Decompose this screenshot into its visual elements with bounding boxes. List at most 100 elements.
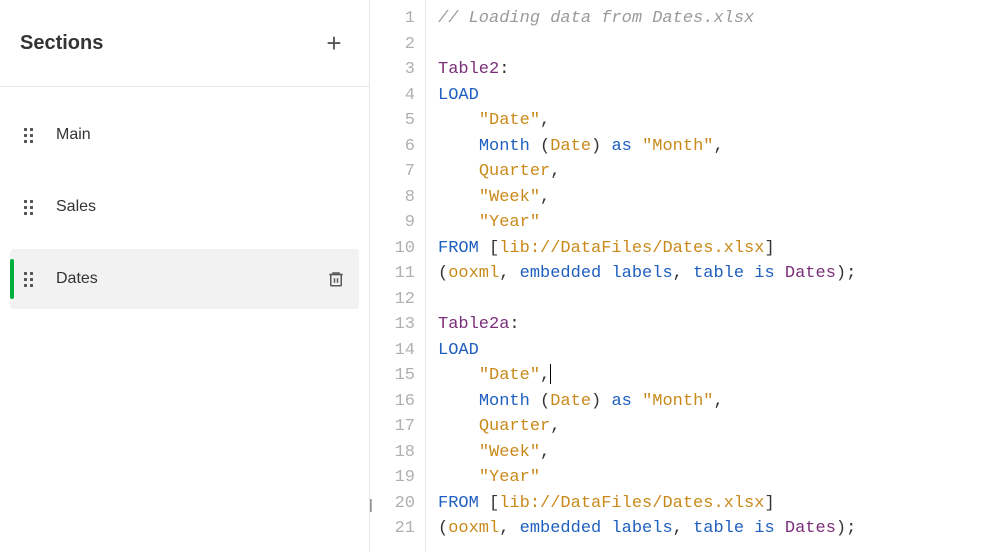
token-keyword: table is [693, 519, 775, 538]
code-line: Quarter, [438, 159, 987, 185]
code-line: "Year" [438, 210, 987, 236]
code-line: "Week", [438, 185, 987, 211]
drag-handle-icon[interactable] [24, 128, 38, 143]
token-string: "Date" [479, 366, 540, 385]
line-number: 1 [370, 6, 415, 32]
token-punct: , [550, 162, 560, 181]
token-plain [438, 137, 479, 156]
token-plain [438, 468, 479, 487]
token-punct: : [509, 315, 519, 334]
token-punct: : [499, 60, 509, 79]
token-plain [632, 137, 642, 156]
line-number: 4 [370, 83, 415, 109]
code-line [438, 287, 987, 313]
token-func: Month [479, 392, 530, 411]
token-plain [775, 264, 785, 283]
line-number: 8 [370, 185, 415, 211]
token-keyword: LOAD [438, 86, 479, 105]
line-number-gutter: 123456789101112131415161718192021 [370, 0, 426, 552]
token-string: "Month" [642, 392, 713, 411]
code-line: LOAD [438, 338, 987, 364]
token-ident: lib://DataFiles/Dates.xlsx [499, 494, 764, 513]
token-punct: , [673, 264, 693, 283]
token-punct: , [540, 443, 550, 462]
section-item-label: Sales [56, 198, 345, 216]
code-line: "Date", [438, 363, 987, 389]
token-punct: , [713, 392, 723, 411]
add-section-button[interactable]: + [319, 28, 349, 58]
token-keyword: LOAD [438, 341, 479, 360]
sidebar-resize-handle[interactable]: || [369, 496, 370, 512]
trash-icon [327, 269, 345, 289]
script-editor[interactable]: 123456789101112131415161718192021 // Loa… [370, 0, 987, 552]
line-number: 7 [370, 159, 415, 185]
code-line: Month (Date) as "Month", [438, 134, 987, 160]
section-item-main[interactable]: Main [10, 105, 359, 165]
line-number: 15 [370, 363, 415, 389]
code-line: "Year" [438, 465, 987, 491]
token-plain [438, 162, 479, 181]
token-string: "Month" [642, 137, 713, 156]
token-tablename: Table2a [438, 315, 509, 334]
delete-section-button[interactable] [327, 269, 345, 289]
token-plain [438, 188, 479, 207]
code-area[interactable]: // Loading data from Dates.xlsx Table2: L… [426, 0, 987, 552]
token-keyword: FROM [438, 239, 479, 258]
token-ident: Quarter [479, 162, 550, 181]
token-string: "Week" [479, 188, 540, 207]
drag-handle-icon[interactable] [24, 272, 38, 287]
token-plain [438, 111, 479, 130]
token-punct: ) [591, 137, 611, 156]
line-number: 13 [370, 312, 415, 338]
code-line [438, 32, 987, 58]
token-punct: ( [530, 392, 550, 411]
token-punct: , [540, 366, 550, 385]
token-punct: [ [479, 494, 499, 513]
drag-handle-icon[interactable] [24, 200, 38, 215]
app-root: Sections + Main Sales [0, 0, 987, 552]
token-ident: Quarter [479, 417, 550, 436]
token-keyword: embedded labels [520, 519, 673, 538]
token-punct: ) [591, 392, 611, 411]
code-line: Month (Date) as "Month", [438, 389, 987, 415]
sections-sidebar: Sections + Main Sales [0, 0, 370, 552]
line-number: 19 [370, 465, 415, 491]
token-plain [438, 392, 479, 411]
code-line: Quarter, [438, 414, 987, 440]
token-keyword: as [611, 137, 631, 156]
line-number: 11 [370, 261, 415, 287]
sidebar-header: Sections + [0, 0, 369, 87]
section-item-sales[interactable]: Sales [10, 177, 359, 237]
token-plain [438, 213, 479, 232]
token-comment: // Loading data from Dates.xlsx [438, 9, 754, 28]
token-tablename: Dates [785, 264, 836, 283]
code-line: (ooxml, embedded labels, table is Dates)… [438, 516, 987, 542]
section-list: Main Sales Dates [0, 87, 369, 321]
token-plain [438, 417, 479, 436]
line-number: 20 [370, 491, 415, 517]
code-line: Table2: [438, 57, 987, 83]
token-punct: ( [438, 264, 448, 283]
token-punct: ); [836, 264, 856, 283]
code-line: FROM [lib://DataFiles/Dates.xlsx] [438, 491, 987, 517]
token-punct: , [499, 519, 519, 538]
token-string: "Week" [479, 443, 540, 462]
line-number: 14 [370, 338, 415, 364]
token-plain [438, 443, 479, 462]
text-cursor [550, 364, 551, 384]
token-ident: Date [550, 137, 591, 156]
token-punct: ); [836, 519, 856, 538]
code-line: "Week", [438, 440, 987, 466]
line-number: 6 [370, 134, 415, 160]
token-punct: , [713, 137, 723, 156]
token-punct: [ [479, 239, 499, 258]
section-item-label: Dates [56, 270, 327, 288]
section-item-dates[interactable]: Dates [10, 249, 359, 309]
token-func: Month [479, 137, 530, 156]
code-line: LOAD [438, 83, 987, 109]
code-line: Table2a: [438, 312, 987, 338]
token-tablename: Table2 [438, 60, 499, 79]
token-punct: ] [764, 494, 774, 513]
line-number: 21 [370, 516, 415, 542]
token-punct: , [673, 519, 693, 538]
